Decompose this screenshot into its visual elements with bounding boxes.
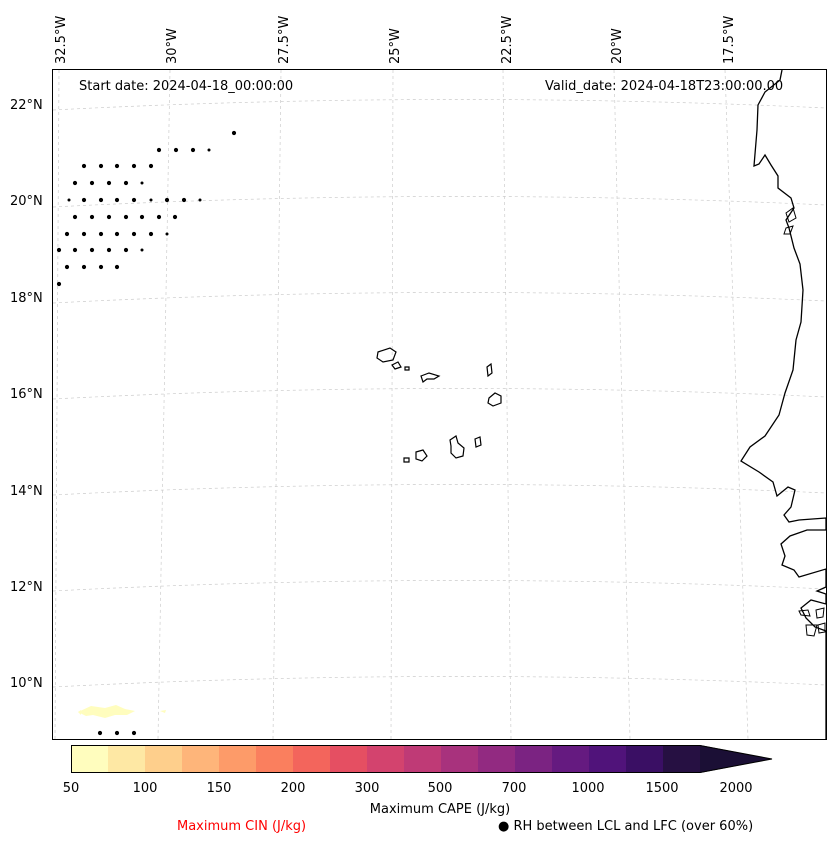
colorbar-segment bbox=[256, 745, 293, 773]
valid-date-text: Valid_date: 2024-04-18T23:00:00.00 bbox=[545, 79, 784, 94]
lat-label-16n: 16°N bbox=[10, 387, 43, 402]
meridian-25w bbox=[390, 70, 394, 739]
colorbar-tick-1000: 1000 bbox=[571, 781, 605, 796]
island-sal bbox=[486, 362, 493, 378]
island-fogo bbox=[415, 449, 428, 462]
parallel-12n bbox=[53, 580, 826, 592]
colorbar-segment bbox=[367, 745, 404, 773]
colorbar-segment bbox=[589, 745, 626, 773]
colorbar-tick-150: 150 bbox=[206, 781, 232, 796]
colorbar-segment bbox=[71, 745, 108, 773]
colorbar-outline bbox=[71, 745, 773, 773]
lon-label-22-5w: 22.5°W bbox=[500, 15, 515, 64]
parallel-22n bbox=[53, 99, 826, 111]
meridian-30w bbox=[157, 70, 171, 739]
africa-islet-1 bbox=[798, 609, 811, 617]
colorbar-segment bbox=[293, 745, 330, 773]
colorbar-tick-1500: 1500 bbox=[645, 781, 679, 796]
island-santiago bbox=[449, 435, 465, 459]
lat-label-20n: 20°N bbox=[10, 194, 43, 209]
island-boa-vista bbox=[487, 392, 502, 407]
island-santo-antao bbox=[376, 347, 397, 363]
island-sao-nicolau bbox=[420, 372, 441, 383]
colorbar-extend-triangle bbox=[700, 745, 772, 773]
map-canvas bbox=[53, 70, 826, 739]
colorbar-segment bbox=[145, 745, 182, 773]
africa-islet-3 bbox=[805, 624, 818, 637]
parallel-18n bbox=[53, 292, 826, 304]
colorbar-tick-2000: 2000 bbox=[719, 781, 753, 796]
cape-contour-50-b bbox=[160, 710, 166, 713]
colorbar-segment bbox=[478, 745, 515, 773]
parallel-10n bbox=[53, 676, 826, 688]
lat-label-18n: 18°N bbox=[10, 291, 43, 306]
parallel-16n bbox=[53, 388, 826, 400]
colorbar-segment bbox=[515, 745, 552, 773]
colorbar-segment bbox=[663, 745, 700, 773]
parallel-20n bbox=[53, 196, 826, 208]
colorbar-tick-50: 50 bbox=[62, 781, 80, 796]
africa-detail-2 bbox=[783, 225, 794, 235]
colorbar-tick-700: 700 bbox=[501, 781, 527, 796]
colorbar-segment bbox=[404, 745, 441, 773]
colorbar-tick-300: 300 bbox=[354, 781, 380, 796]
colorbar-segment bbox=[219, 745, 256, 773]
colorbar-segment bbox=[108, 745, 145, 773]
colorbar-segment bbox=[330, 745, 367, 773]
colorbar-segment bbox=[441, 745, 478, 773]
parallel-14n bbox=[53, 484, 826, 496]
meridian-22-5w bbox=[502, 70, 512, 739]
cape-contour-50-c bbox=[78, 710, 81, 715]
rh-legend-label: RH between LCL and LFC (over 60%) bbox=[513, 819, 754, 834]
lat-label-22n: 22°N bbox=[10, 98, 43, 113]
rh-legend: ● RH between LCL and LFC (over 60%) bbox=[498, 819, 753, 834]
meridian-27-5w bbox=[272, 70, 282, 739]
africa-islet-2 bbox=[815, 607, 825, 619]
colorbar-segment bbox=[182, 745, 219, 773]
rh-markers bbox=[56, 130, 237, 736]
colorbar-tick-200: 200 bbox=[280, 781, 306, 796]
map-panel[interactable]: Start date: 2024-04-18_00:00:00 Valid_da… bbox=[52, 69, 827, 740]
lon-label-32-5w: 32.5°W bbox=[54, 15, 69, 64]
island-maio bbox=[474, 436, 482, 448]
cape-contour-50 bbox=[78, 705, 135, 718]
colorbar-label: Maximum CAPE (J/kg) bbox=[369, 802, 511, 817]
africa-islet-4 bbox=[817, 622, 826, 634]
colorbar-tick-100: 100 bbox=[132, 781, 158, 796]
lon-label-27-5w: 27.5°W bbox=[277, 15, 292, 64]
lon-label-25w: 25°W bbox=[388, 28, 403, 64]
meridian-20w bbox=[613, 70, 631, 739]
cin-legend-label: Maximum CIN (J/kg) bbox=[177, 819, 307, 834]
africa-coastline bbox=[740, 70, 826, 739]
colorbar-segment bbox=[626, 745, 663, 773]
start-date-text: Start date: 2024-04-18_00:00:00 bbox=[79, 79, 294, 94]
lat-label-14n: 14°N bbox=[10, 484, 43, 499]
island-santa-luzia bbox=[404, 366, 410, 371]
colorbar-tick-500: 500 bbox=[427, 781, 453, 796]
lon-label-30w: 30°W bbox=[165, 28, 180, 64]
rh-marker-icon: ● bbox=[498, 819, 510, 834]
meridian-32-5w bbox=[54, 70, 60, 739]
island-brava bbox=[403, 457, 410, 463]
graticule bbox=[53, 70, 826, 739]
island-sao-vicente bbox=[391, 361, 402, 370]
lon-label-17-5w: 17.5°W bbox=[722, 15, 737, 64]
cape-colorbar bbox=[71, 745, 773, 773]
colorbar-segment bbox=[552, 745, 589, 773]
lon-label-20w: 20°W bbox=[610, 28, 625, 64]
meridian-17-5w bbox=[724, 70, 749, 739]
africa-detail-1 bbox=[785, 207, 797, 223]
lat-label-12n: 12°N bbox=[10, 580, 43, 595]
lat-label-10n: 10°N bbox=[10, 676, 43, 691]
